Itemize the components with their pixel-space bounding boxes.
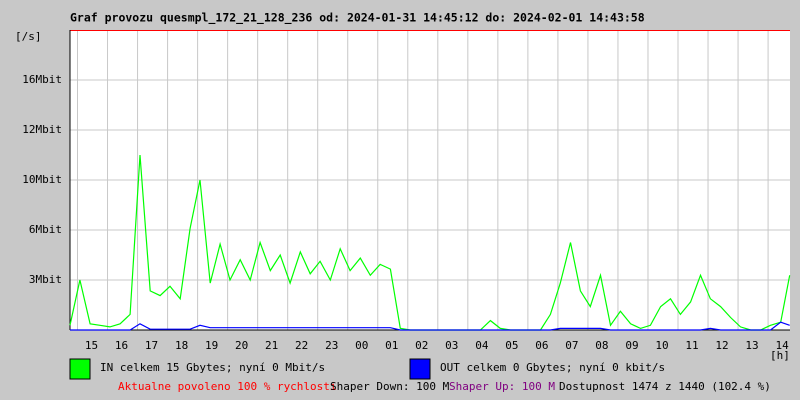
y-tick-label: 3Mbit xyxy=(29,273,62,286)
footer-note: Shaper Down: 100 M xyxy=(330,380,450,393)
y-tick-label: 10Mbit xyxy=(22,173,62,186)
x-tick-label: 17 xyxy=(145,339,158,352)
series-line xyxy=(70,321,790,331)
x-tick-label: 04 xyxy=(475,339,489,352)
x-tick-label: 14 xyxy=(775,339,789,352)
marks xyxy=(69,154,791,331)
x-tick-label: 08 xyxy=(595,339,608,352)
x-tick-label: 09 xyxy=(625,339,638,352)
footer-note: Shaper Up: 100 M xyxy=(449,380,555,393)
y-tick-label: 16Mbit xyxy=(22,73,62,86)
x-tick-label: 02 xyxy=(415,339,428,352)
x-unit: [h] xyxy=(770,349,790,362)
footer-note: Dostupnost 1474 z 1440 (102.4 %) xyxy=(559,380,771,393)
x-tick-label: 01 xyxy=(385,339,398,352)
x-tick-label: 00 xyxy=(355,339,368,352)
legend-label: OUT celkem 0 Gbytes; nyní 0 kbit/s xyxy=(440,361,665,374)
y-tick-label: 6Mbit xyxy=(29,223,62,236)
x-tick-label: 05 xyxy=(505,339,518,352)
x-tick-label: 23 xyxy=(325,339,338,352)
y-tick-label: 12Mbit xyxy=(22,123,62,136)
x-tick-label: 19 xyxy=(205,339,218,352)
legend-swatch xyxy=(409,358,431,380)
x-tick-label: 16 xyxy=(115,339,128,352)
legend-label: IN celkem 15 Gbytes; nyní 0 Mbit/s xyxy=(100,361,325,374)
y-unit: [/s] xyxy=(15,30,42,43)
x-tick-label: 20 xyxy=(235,339,248,352)
footer-note: Aktualne povoleno 100 % rychlosti xyxy=(118,380,337,393)
x-tick-label: 18 xyxy=(175,339,188,352)
chart-title: Graf provozu quesmpl_172_21_128_236 od: … xyxy=(70,11,645,26)
x-tick-label: 10 xyxy=(655,339,668,352)
x-tick-label: 03 xyxy=(445,339,458,352)
x-tick-label: 11 xyxy=(685,339,698,352)
x-tick-label: 13 xyxy=(745,339,758,352)
x-tick-label: 22 xyxy=(295,339,308,352)
x-tick-label: 12 xyxy=(715,339,728,352)
legend: IN celkem 15 Gbytes; nyní 0 Mbit/s OUT ce… xyxy=(69,358,771,393)
legend-swatch xyxy=(69,358,91,380)
grid xyxy=(69,30,790,331)
x-tick-label: 15 xyxy=(85,339,98,352)
x-tick-label: 06 xyxy=(535,339,548,352)
x-tick-label: 21 xyxy=(265,339,278,352)
x-tick-label: 07 xyxy=(565,339,578,352)
